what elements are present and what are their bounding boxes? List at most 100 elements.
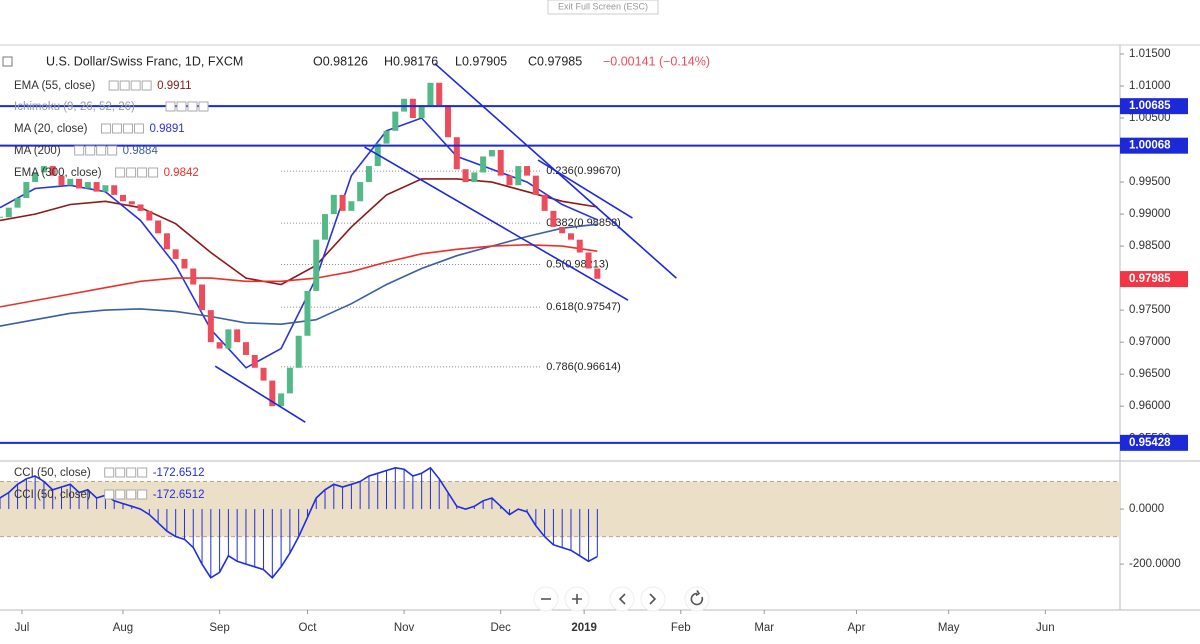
level-label: 1.00685 <box>1129 100 1171 112</box>
cci-value: -172.6512 <box>153 489 205 501</box>
legend-icon[interactable] <box>85 145 96 156</box>
candle <box>313 239 320 291</box>
candle <box>497 150 504 176</box>
change-label: −0.00141 (−0.14%) <box>603 54 710 68</box>
ohlc-label: O0.98126 <box>313 54 368 68</box>
x-tick-label: Feb <box>671 622 691 634</box>
legend-icon[interactable] <box>104 489 115 500</box>
y-tick-label: -200.0000 <box>1129 558 1181 570</box>
legend-icon[interactable] <box>148 167 159 178</box>
legend-icon[interactable] <box>96 145 107 156</box>
candle <box>365 166 372 183</box>
legend-icon[interactable] <box>115 467 126 478</box>
candle <box>14 198 21 208</box>
legend-icon[interactable] <box>101 123 111 134</box>
legend-icon[interactable] <box>137 467 148 478</box>
candle <box>348 201 355 211</box>
candle <box>207 310 214 343</box>
scroll-right-icon <box>649 593 657 605</box>
exit-button[interactable] <box>547 0 659 15</box>
candle <box>532 175 539 195</box>
ohlc-label: H0.98176 <box>384 54 438 68</box>
collapse-icon[interactable] <box>2 56 13 67</box>
indicator-name: EMA (55, close) <box>14 80 95 92</box>
candle <box>576 239 583 253</box>
ma-line <box>0 223 598 327</box>
fib-label: 0.618(0.97547) <box>546 301 621 313</box>
legend-icon[interactable] <box>123 123 133 134</box>
y-tick-label: 0.96500 <box>1129 368 1171 380</box>
legend-icon[interactable] <box>104 467 115 478</box>
candle <box>67 178 74 186</box>
zoom-in-icon <box>572 594 582 604</box>
level-tag <box>1120 434 1188 451</box>
last-price-label: 0.97985 <box>1129 273 1171 285</box>
candle <box>234 329 241 343</box>
legend-icon[interactable] <box>107 145 118 156</box>
level-tag <box>1120 137 1188 154</box>
legend-icon[interactable] <box>137 489 148 500</box>
candle <box>163 233 170 250</box>
trend-line <box>537 159 633 219</box>
candle <box>225 329 232 349</box>
cci-line <box>0 466 598 579</box>
candle <box>49 166 56 176</box>
candle <box>251 354 258 368</box>
legend-icon[interactable] <box>198 101 209 112</box>
y-tick-label: 1.01500 <box>1129 48 1171 60</box>
y-tick-label: 0.97000 <box>1129 336 1171 348</box>
candle <box>304 290 311 336</box>
scroll-left[interactable] <box>609 586 635 612</box>
y-tick-label: 1.00500 <box>1129 112 1171 124</box>
y-tick-label: 0.96000 <box>1129 400 1171 412</box>
trend-line <box>364 146 629 301</box>
candle <box>445 105 451 138</box>
candle <box>242 342 249 355</box>
legend-icon[interactable] <box>165 101 176 112</box>
level-label: 1.00068 <box>1129 140 1171 152</box>
level-tag <box>1120 98 1188 115</box>
legend-icon[interactable] <box>187 101 198 112</box>
legend-icon[interactable] <box>115 167 126 178</box>
indicator-name: MA (20, close) <box>14 123 88 135</box>
candle <box>137 204 144 211</box>
fib-label: 0.236(0.99670) <box>546 165 621 177</box>
legend-icon[interactable] <box>126 467 137 478</box>
legend-icon[interactable] <box>108 80 119 91</box>
legend-icon[interactable] <box>126 167 137 178</box>
ohlc-label: L0.97905 <box>455 54 507 68</box>
candle <box>286 367 293 394</box>
candle <box>260 367 267 381</box>
ohlc-label: C0.97985 <box>528 54 582 68</box>
indicator-name: MA (200) <box>14 145 61 157</box>
candle <box>453 137 460 170</box>
x-tick-label: Jul <box>15 622 30 634</box>
legend-icon[interactable] <box>134 123 144 134</box>
candle <box>559 226 566 234</box>
candle <box>84 182 91 189</box>
candle <box>322 214 329 240</box>
ma-line <box>0 243 598 308</box>
legend-icon[interactable] <box>112 123 122 134</box>
cci-legend: CCI (50, close) <box>14 467 91 479</box>
candle <box>462 169 469 183</box>
candle <box>594 268 601 279</box>
legend-icon[interactable] <box>126 489 137 500</box>
y-tick-label: 0.97500 <box>1129 304 1171 316</box>
indicator-value: 0.9911 <box>157 80 191 92</box>
candle <box>216 342 223 349</box>
reset[interactable] <box>684 586 710 612</box>
legend-icon[interactable] <box>74 145 85 156</box>
indicator-value: 0.9884 <box>123 145 159 157</box>
candle <box>550 210 557 227</box>
legend-icon[interactable] <box>130 80 141 91</box>
indicator-name: Ichimoku (9, 26, 52, 26) <box>14 101 135 113</box>
legend-icon[interactable] <box>115 489 126 500</box>
candle <box>76 178 83 189</box>
legend-icon[interactable] <box>141 80 152 91</box>
scroll-right[interactable] <box>640 586 666 612</box>
legend-icon[interactable] <box>119 80 130 91</box>
legend-icon[interactable] <box>176 101 187 112</box>
candle <box>409 98 416 119</box>
legend-icon[interactable] <box>137 167 148 178</box>
